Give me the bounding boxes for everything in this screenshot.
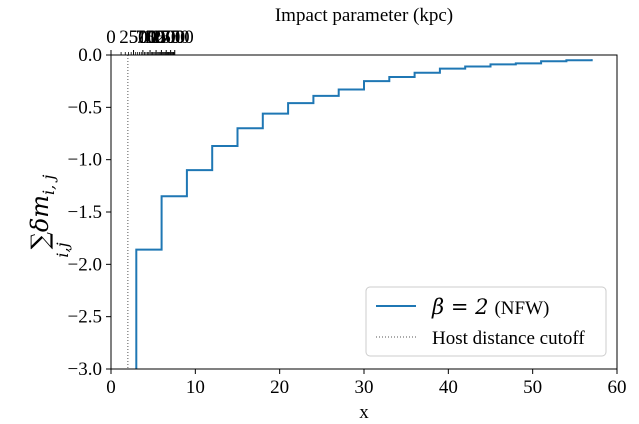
y-label-sum: ∑ — [26, 232, 54, 249]
legend-series-text: (NFW) — [494, 298, 549, 319]
top-tick-label-2: 500 — [129, 27, 158, 48]
y-tick-label-0: 0.0 — [78, 45, 102, 66]
x-tick-label-3: 30 — [355, 377, 374, 398]
x-tick-label-6: 60 — [608, 377, 627, 398]
top-tick-label-8: 2000 — [156, 27, 194, 48]
svg-text:∑δmi, j: ∑δmi, j — [26, 175, 58, 250]
y-label-sub: i, j — [39, 175, 58, 195]
top-tick-label-5: 1250 — [142, 27, 180, 48]
plot-area — [127, 55, 593, 369]
legend: β = 2 (NFW) Host distance cutoff — [365, 286, 607, 357]
top-tick-label-3: 750 — [136, 27, 165, 48]
legend-box — [365, 286, 607, 357]
axes: 0 10 20 30 40 50 60 0.0 −0.5 −1.0 −1.5 −2.0 −2.5 −3.0… — [68, 27, 627, 398]
x-tick-label-0: 0 — [106, 377, 116, 398]
y-tick-label-4: −2.0 — [68, 254, 102, 275]
series-line-0 — [135, 59, 593, 369]
y-axis-label: ∑δmi, j i,j — [26, 175, 72, 258]
y-tick-label-1: −0.5 — [68, 97, 102, 118]
top-tick-label-4: 1000 — [137, 27, 175, 48]
y-tick-label-5: −2.5 — [68, 307, 102, 328]
top-tick-label-7: 1750 — [152, 27, 190, 48]
legend-series-math: β = 2 — [431, 295, 488, 319]
y-label-main: δm — [26, 195, 54, 232]
x-tick-label-1: 10 — [186, 377, 205, 398]
axis-labels: x Impact parameter (kpc) ∑δmi, j i,j — [26, 5, 453, 423]
x-axis-label: x — [359, 402, 369, 423]
y-tick-label-3: −1.5 — [68, 202, 102, 223]
top-tick-label-1: 250 — [119, 27, 148, 48]
secondary-x-axis-label: Impact parameter (kpc) — [275, 5, 453, 26]
legend-label-series: β = 2 (NFW) — [431, 295, 549, 319]
x-tick-label-4: 40 — [439, 377, 458, 398]
legend-label-cutoff: Host distance cutoff — [432, 328, 585, 349]
top-tick-label-0: 0 — [106, 27, 116, 48]
top-tick-label-6: 1500 — [147, 27, 185, 48]
x-tick-label-5: 50 — [523, 377, 542, 398]
y-label-below: i,j — [53, 242, 72, 257]
x-tick-label-2: 20 — [270, 377, 289, 398]
y-tick-label-2: −1.0 — [68, 150, 102, 171]
y-tick-label-6: −3.0 — [68, 359, 102, 380]
